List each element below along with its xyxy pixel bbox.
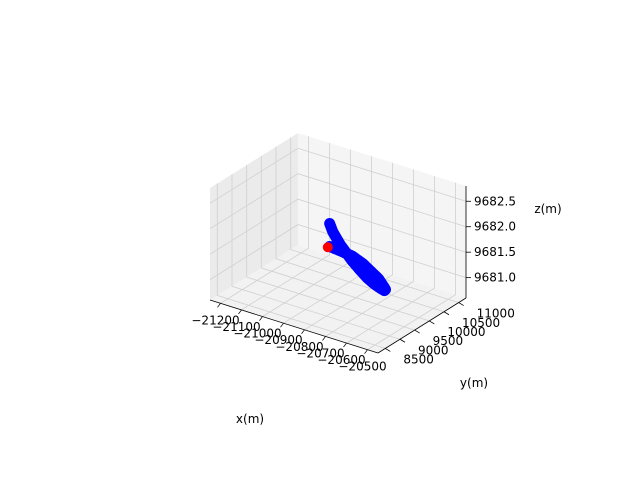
z-axis-label: z(m) (534, 202, 561, 216)
z-grid-line (209, 198, 467, 255)
z-tick-label: 9682.0 (474, 220, 516, 234)
z-tick-label: 9682.5 (474, 194, 516, 208)
x-tick (259, 316, 263, 321)
start-point-marker (322, 242, 333, 253)
z-grid-line (209, 173, 467, 230)
y-grid-line (231, 174, 401, 340)
back-wall-pane (298, 133, 466, 298)
y-tick (458, 302, 464, 306)
z-tick-label: 9681.5 (474, 245, 516, 259)
x-axis-label: x(m) (236, 412, 264, 426)
y-tick-label: 9000 (418, 343, 449, 357)
y-tick-label: 10500 (462, 316, 500, 330)
x-tick-label: −20700 (296, 346, 344, 360)
x-tick-label: −20500 (338, 360, 386, 374)
x-tick-label: −20600 (317, 353, 365, 367)
y-tick (399, 338, 406, 343)
y-grid-line (246, 165, 415, 331)
grid-lines (209, 136, 467, 351)
x-grid-line (346, 176, 435, 344)
x-tick-label: −20800 (275, 340, 323, 354)
y-tick-label: 10000 (447, 325, 485, 339)
y-tick (414, 329, 420, 334)
x-tick (217, 303, 221, 308)
x-tick (301, 329, 305, 335)
z-grid-line (209, 147, 467, 204)
x-grid-line (241, 142, 330, 311)
x-tick-label: −21100 (212, 320, 260, 334)
x-grid-line (367, 182, 456, 351)
x-grid-line (220, 136, 309, 304)
tick-labels: −21200−21100−21000−20900−20800−20700−206… (191, 194, 516, 373)
data-points (322, 218, 391, 297)
y-tick (385, 348, 391, 352)
x-axis-line (209, 299, 379, 354)
z-tick-label: 9681.0 (474, 271, 516, 285)
y-tick-label: 8500 (403, 352, 434, 366)
tick-marks (217, 200, 471, 354)
x-grid-line (304, 162, 393, 331)
y-grid-line (260, 155, 430, 322)
x-tick (280, 322, 284, 328)
y-tick-label: 11000 (477, 307, 515, 321)
x-tick (322, 336, 326, 341)
axis-lines (209, 186, 467, 354)
y-axis-line (377, 297, 467, 354)
x-tick (364, 349, 368, 354)
y-axis-label: y(m) (460, 376, 488, 390)
x-tick-label: −21000 (233, 327, 281, 341)
x-tick-label: −21200 (191, 313, 239, 327)
y-grid-line (216, 183, 386, 349)
x-tick (238, 309, 242, 315)
y-tick-label: 9500 (433, 334, 464, 348)
z-grid-line (209, 224, 467, 280)
y-grid-line (290, 137, 459, 303)
x-grid-line (325, 169, 414, 337)
x-tick (343, 342, 347, 348)
y-tick (429, 320, 435, 325)
y-tick (443, 311, 450, 316)
x-tick-label: −20900 (254, 333, 302, 347)
